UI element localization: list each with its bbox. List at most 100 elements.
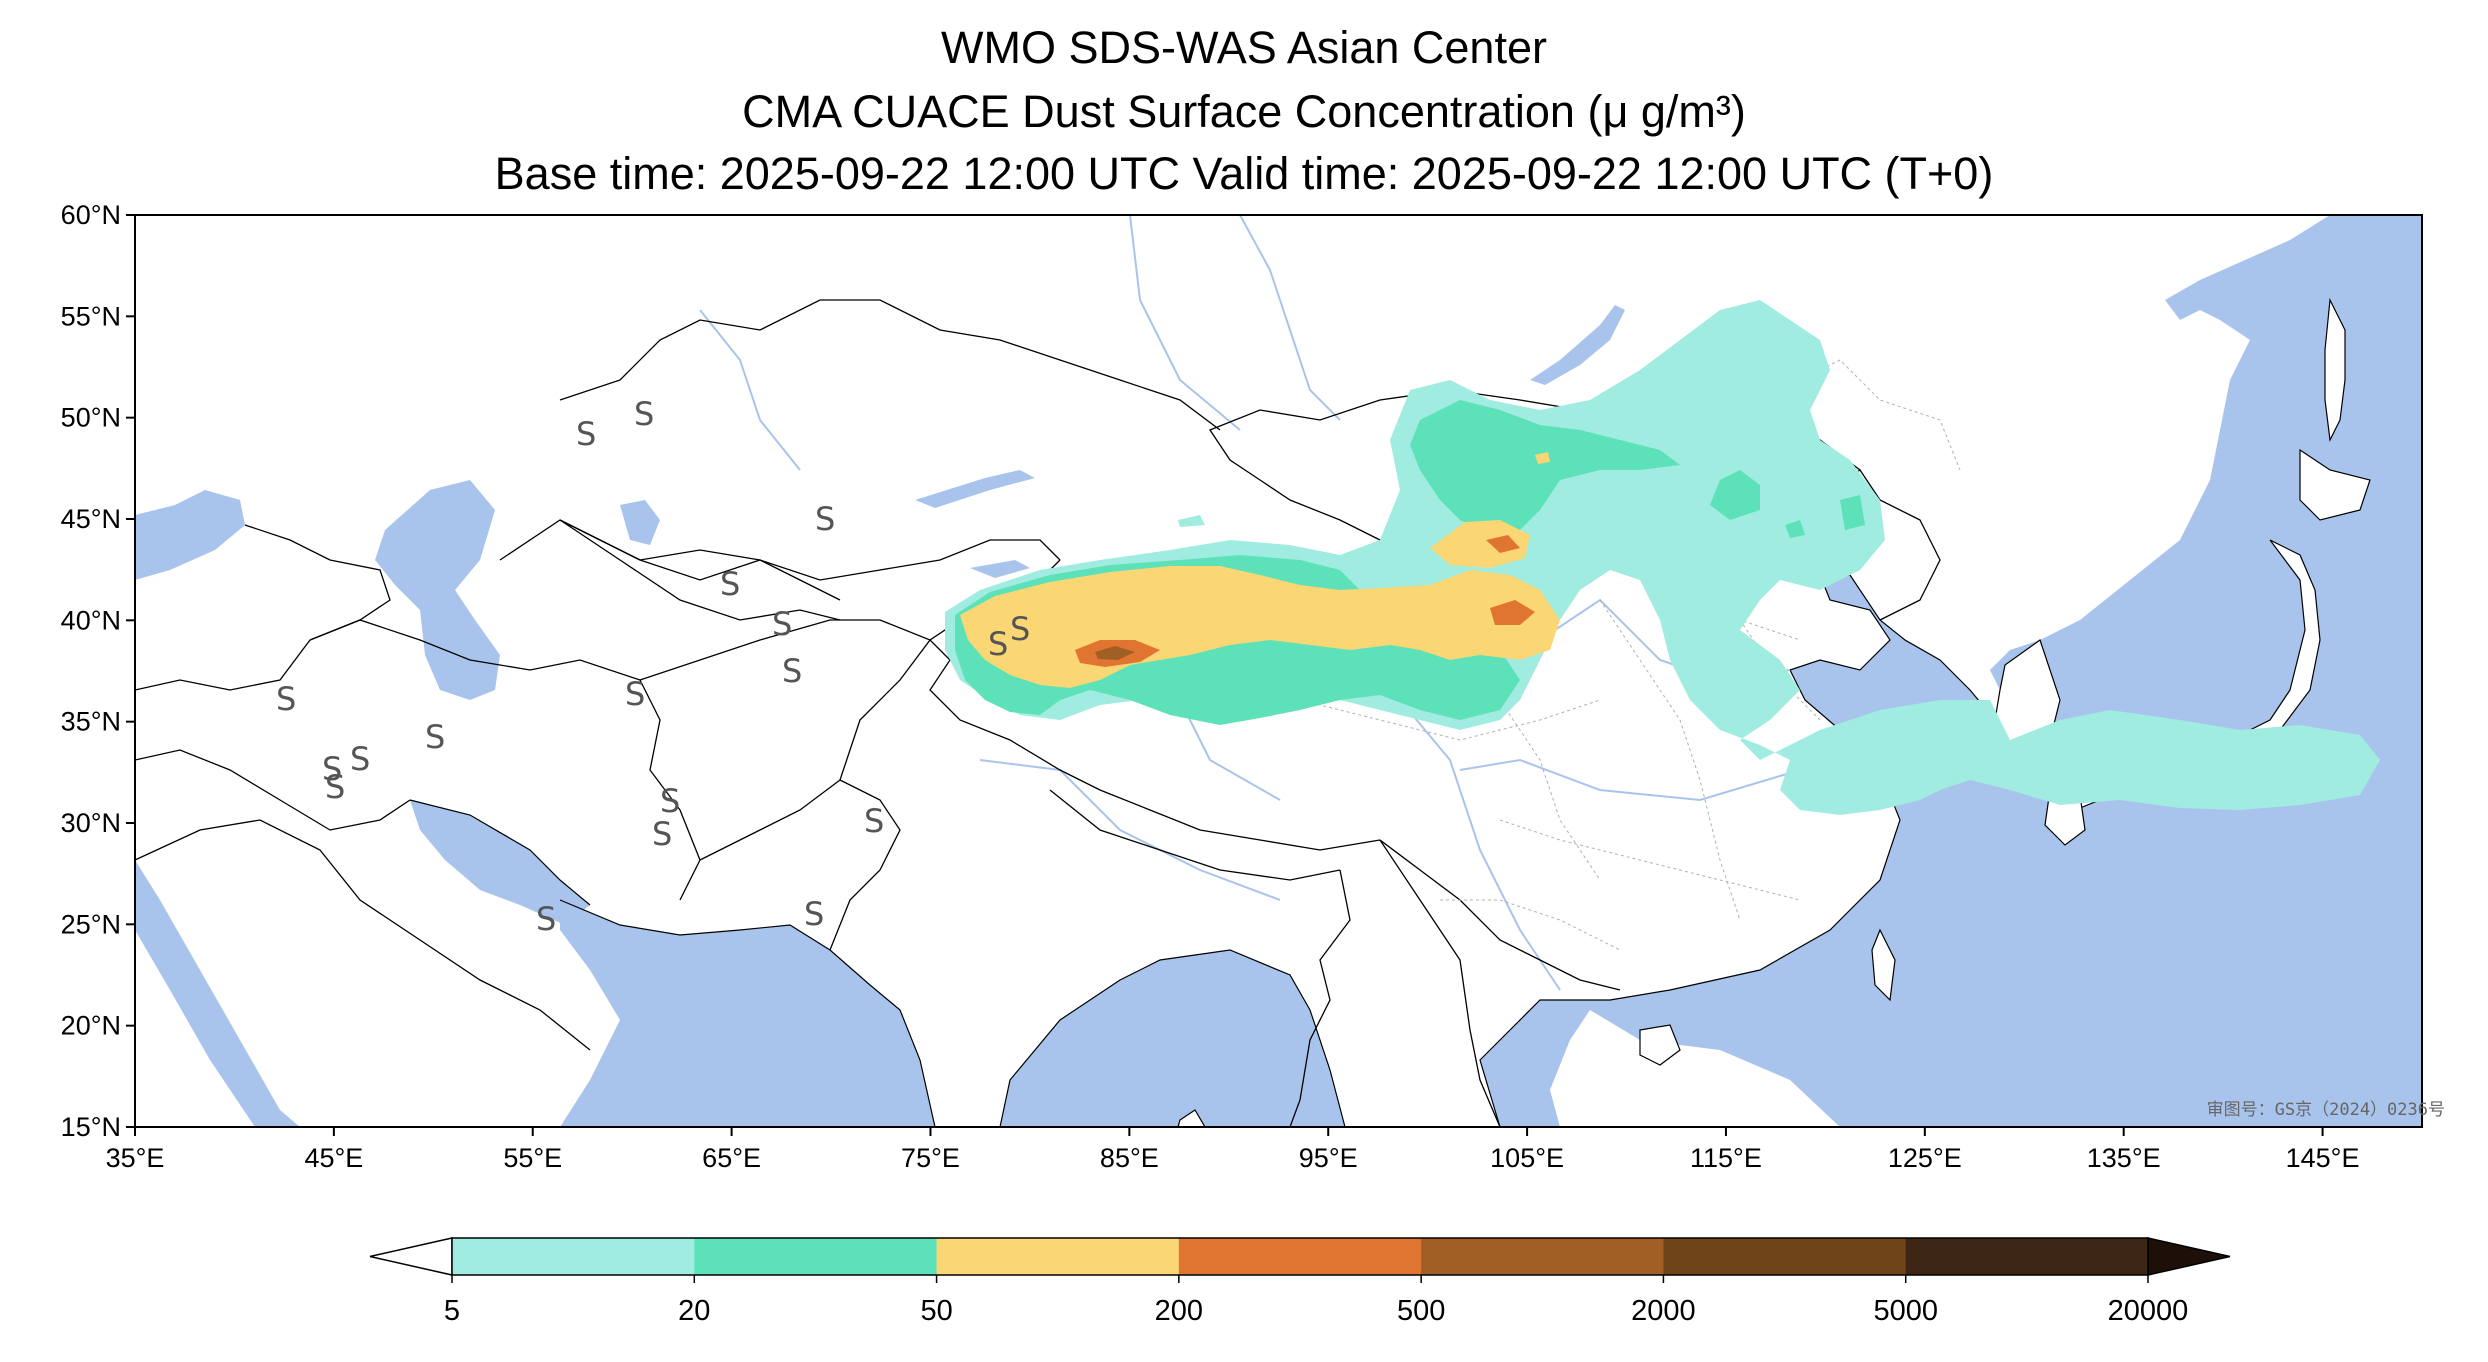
lat-tick-label: 30°N [61,808,121,838]
lat-tick-label: 40°N [61,605,121,635]
colorbar-segment [1178,1238,1422,1275]
colorbar-segment [1905,1238,2149,1275]
lon-tick-label: 55°E [503,1143,562,1173]
border-india-nepal [1049,789,1341,881]
border-indochina [1379,839,1501,1127]
lat-tick-label: 20°N [61,1011,121,1041]
colorbar-over-arrow [2147,1237,2231,1276]
sakhalin [2324,297,2346,443]
longitude-axis: 35°E 45°E 55°E 65°E 75°E 85°E 95°E 105°E 115°E 12… [106,1127,2360,1173]
colorbar: 5 20 50 200 500 2000 5000 20000 [369,1237,2231,1327]
lat-tick-label: 50°N [61,403,121,433]
lat-tick-label: 25°N [61,909,121,939]
station-marker: S [772,605,792,643]
station-marker: S [782,652,802,690]
station-marker: S [804,895,824,933]
lon-tick-label: 65°E [702,1143,761,1173]
station-marker: S [815,500,835,538]
colorbar-frame [451,1237,2149,1276]
border-afghanistan [639,619,932,861]
colorbar-segment [936,1238,1180,1275]
station-marker: S [652,815,672,853]
colorbar-tick-label: 20 [678,1295,710,1327]
station-marker: S [322,750,342,788]
map-frame [134,214,2423,1128]
colorbar-segment [1663,1238,1907,1275]
border-pakistan [829,779,901,951]
colorbar-tick-label: 500 [1397,1295,1445,1327]
station-marker: S [625,675,645,713]
title-line-1: WMO SDS-WAS Asian Center [941,22,1547,73]
japan-hokkaido [2299,448,2371,521]
station-marker: S [864,802,884,840]
station-marker: S [325,768,345,806]
station-marker: S [425,718,445,756]
lat-tick-label: 55°N [61,301,121,331]
map-approval-number: 审图号：GS京（2024）0236号 [2207,1100,2445,1120]
lon-tick-label: 145°E [2286,1143,2360,1173]
border-caucasus [244,524,391,641]
latitude-axis: 60°N 55°N 50°N 45°N 40°N 35°N 30°N 25°N 20°N 15°N [61,200,135,1142]
border-china-east [1859,469,1941,621]
station-marker: S [720,565,740,603]
bay-of-bengal [1000,950,1345,1127]
border-arabia [135,819,591,1051]
red-sea [135,860,300,1127]
caspian-sea [375,480,500,700]
dust-contours [945,300,2380,815]
sea-of-okhotsk [2165,215,2422,320]
lake-balkhash [915,470,1035,508]
persian-gulf [410,800,590,925]
station-marker: S [988,625,1008,663]
station-markers: S S S S S S S S S S S S S S S S S S S [276,395,1030,938]
lon-tick-label: 115°E [1690,1143,1762,1173]
lon-tick-label: 75°E [901,1143,960,1173]
border-iraq-saudi [135,749,411,831]
colorbar-segment [1421,1238,1664,1275]
title-line-3: Base time: 2025-09-22 12:00 UTC Valid ti… [494,148,1994,199]
sri-lanka [1177,1109,1206,1127]
lon-tick-label: 125°E [1888,1143,1962,1173]
colorbar-tick-label: 2000 [1631,1295,1696,1327]
lake-issyk-kul [970,560,1030,578]
lat-tick-label: 45°N [61,504,121,534]
map-area: S S S S S S S S S S S S S S S S S S S [135,215,2422,1127]
lake-baikal [1530,305,1625,385]
lon-tick-label: 85°E [1100,1143,1159,1173]
lon-tick-label: 135°E [2087,1143,2161,1173]
lon-tick-label: 35°E [106,1143,165,1173]
title-line-2: CMA CUACE Dust Surface Concentration (μ … [742,86,1746,137]
border-russia-kazakhstan [559,299,1221,431]
black-sea [135,490,245,580]
station-marker: S [1010,610,1030,648]
taiwan [1871,928,1896,1002]
border-uzbekistan [559,519,841,601]
border-india-myanmar [1289,869,1351,1127]
colorbar-segment [452,1238,695,1275]
aral-sea [620,500,660,545]
lat-tick-label: 60°N [61,200,121,230]
colorbar-tick-label: 200 [1155,1295,1203,1327]
station-marker: S [634,395,654,433]
hainan [1639,1024,1681,1066]
station-marker: S [576,415,596,453]
lon-tick-label: 45°E [304,1143,363,1173]
colorbar-tick-label: 50 [920,1295,952,1327]
colorbar-tick-label: 20000 [2108,1295,2189,1327]
arabian-sea [560,900,935,1127]
lon-tick-label: 95°E [1299,1143,1358,1173]
dust-level-500 [1095,646,1135,660]
border-turkey-syria [135,639,311,691]
station-marker: S [276,680,296,718]
colorbar-tick-label: 5000 [1873,1295,1938,1327]
station-marker: S [350,740,370,778]
lon-tick-label: 105°E [1490,1143,1564,1173]
border-iran [309,619,701,901]
colorbar-under-arrow [369,1237,453,1276]
border-china-south [1379,839,1621,991]
lat-tick-label: 35°N [61,707,121,737]
station-marker: S [660,782,680,820]
lat-tick-label: 15°N [61,1112,121,1142]
colorbar-segment [694,1238,938,1275]
